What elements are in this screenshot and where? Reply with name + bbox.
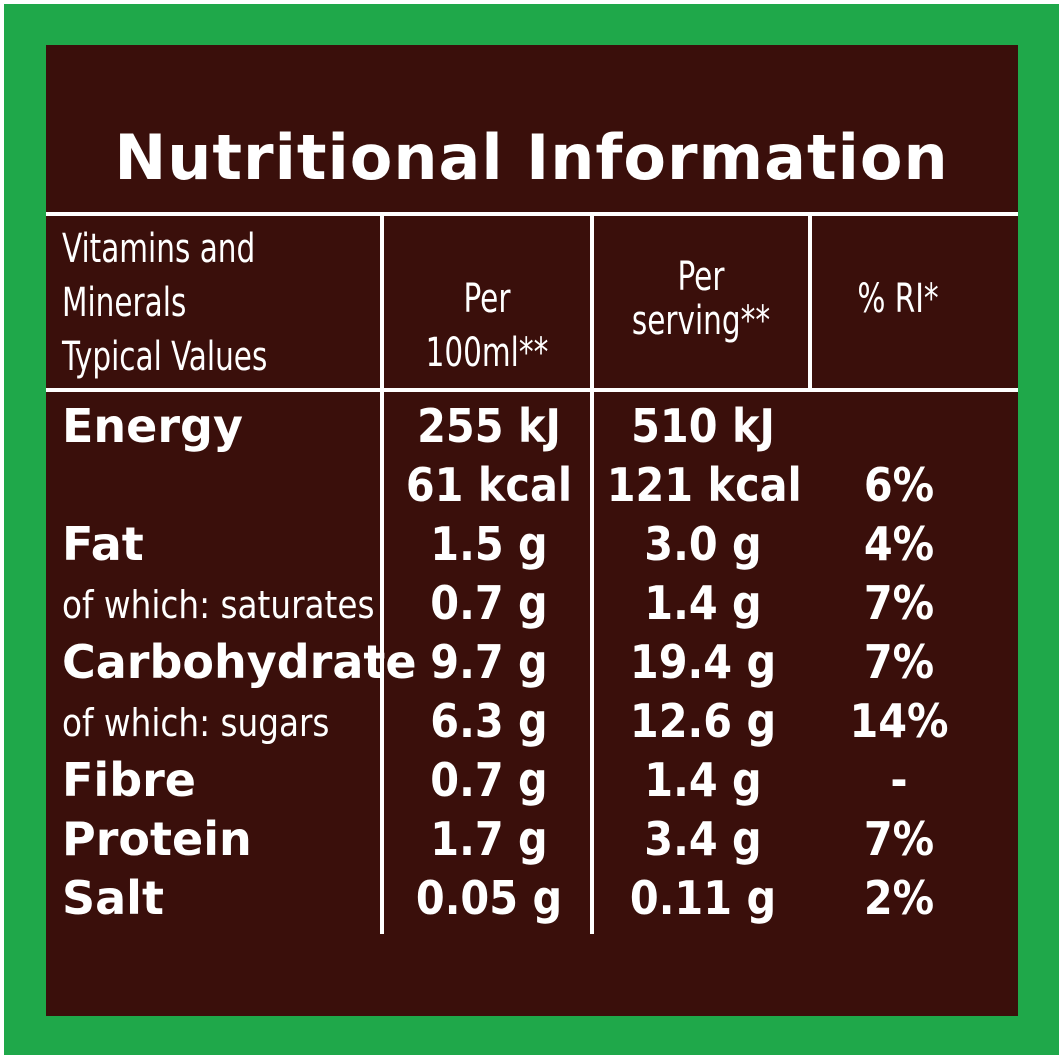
cell-per-100ml: 1.5 g <box>430 517 548 571</box>
cell-ri: 14% <box>849 694 949 748</box>
cell-ri: - <box>890 753 908 807</box>
panel-title: Nutritional Information <box>114 121 949 194</box>
row-label-salt: Salt <box>62 871 164 925</box>
row-label-energy: Energy <box>62 399 243 453</box>
cell-per-serving: 3.4 g <box>644 812 762 866</box>
row-label-fibre: Fibre <box>62 753 197 807</box>
cell-per-serving: 12.6 g <box>629 694 777 748</box>
cell-per-serving: 19.4 g <box>629 635 777 689</box>
column-divider-1 <box>380 212 384 934</box>
cell-ri: 6% <box>863 458 935 512</box>
cell-per-100ml: 255 kJ <box>417 399 561 453</box>
cell-per-serving: 1.4 g <box>644 576 762 630</box>
header-top-rule <box>46 212 1018 216</box>
cell-per-serving: 3.0 g <box>644 517 762 571</box>
column-divider-2 <box>590 212 594 934</box>
cell-per-100ml: 0.7 g <box>430 576 548 630</box>
header-bottom-rule <box>46 388 1018 392</box>
header-line: Minerals <box>62 280 187 326</box>
cell-per-100ml: 9.7 g <box>430 635 548 689</box>
cell-ri: 7% <box>863 635 935 689</box>
column-divider-3 <box>808 212 812 392</box>
cell-per-serving: 1.4 g <box>644 753 762 807</box>
cell-ri: 2% <box>863 871 935 925</box>
cell-ri: 4% <box>863 517 935 571</box>
cell-per-serving: 121 kcal <box>606 458 802 512</box>
cell-per-100ml: 0.7 g <box>430 753 548 807</box>
row-label-fat: Fat <box>62 517 144 571</box>
nutrition-panel <box>46 45 1018 1016</box>
cell-ri: 7% <box>863 576 935 630</box>
header-per-100ml: Per 100ml** <box>425 276 549 376</box>
header-line: Per <box>677 254 725 300</box>
row-label-saturates: of which: saturates <box>62 583 375 627</box>
row-label-protein: Protein <box>62 812 252 866</box>
cell-per-100ml: 0.05 g <box>415 871 563 925</box>
cell-per-100ml: 1.7 g <box>430 812 548 866</box>
header-ri: % RI* <box>857 276 939 322</box>
header-line: serving** <box>631 298 771 344</box>
header-typical-values: Vitamins and Minerals Typical Values <box>62 222 267 384</box>
cell-per-100ml: 61 kcal <box>405 458 573 512</box>
header-line: Vitamins and <box>62 226 256 272</box>
cell-per-serving: 510 kJ <box>631 399 775 453</box>
header-per-serving: Per serving** <box>613 250 788 348</box>
row-label-sugars: of which: sugars <box>62 701 330 745</box>
cell-per-100ml: 6.3 g <box>430 694 548 748</box>
cell-per-serving: 0.11 g <box>629 871 777 925</box>
row-label-carbohydrate: Carbohydrate <box>62 635 417 689</box>
header-line: Typical Values <box>62 334 268 380</box>
cell-ri: 7% <box>863 812 935 866</box>
